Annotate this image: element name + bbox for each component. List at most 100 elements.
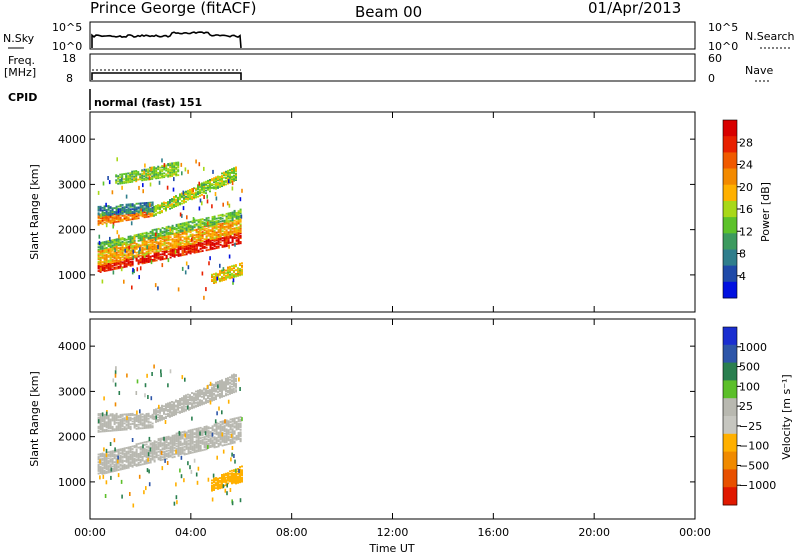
- data-cell-scatter: [190, 469, 193, 474]
- data-cell-band-5: [123, 211, 126, 214]
- data-cell-band-2: [189, 401, 191, 404]
- data-cell-band-4: [201, 193, 203, 196]
- data-cell-band-4: [173, 198, 175, 201]
- data-cell-band-1: [135, 415, 138, 417]
- data-cell-band-4: [235, 174, 237, 176]
- data-cell-band-0: [177, 247, 180, 250]
- data-cell-band-0: [233, 418, 236, 421]
- data-cell-band-0: [209, 243, 212, 246]
- data-cell-band-6: [169, 164, 172, 166]
- data-cell-band-5: [105, 209, 108, 211]
- data-cell-band-0: [219, 438, 222, 441]
- data-cell-band-5: [111, 212, 114, 215]
- data-cell-band-0: [139, 463, 142, 466]
- data-cell-band-0: [161, 453, 164, 456]
- data-cell-band-1: [223, 231, 226, 233]
- data-cell-band-6: [163, 176, 166, 179]
- data-cell-band-2: [219, 392, 221, 395]
- data-cell-band-2: [207, 223, 210, 226]
- data-cell-band-0: [179, 450, 182, 453]
- data-cell-band-0: [145, 261, 148, 264]
- data-cell-band-0: [199, 445, 202, 448]
- data-cell-band-5: [111, 211, 114, 213]
- data-cell-band-1: [199, 232, 202, 235]
- data-cell-band-0: [145, 441, 148, 443]
- data-cell-band-2: [221, 380, 223, 383]
- data-cell-band-1: [149, 243, 152, 246]
- data-cell-band-0: [165, 438, 168, 441]
- data-cell-band-4: [153, 211, 155, 213]
- data-cell-band-0: [101, 266, 104, 269]
- data-cell-band-1: [103, 417, 106, 420]
- data-cell-band-0: [157, 444, 160, 447]
- data-cell-band-2: [127, 237, 130, 239]
- beam-label: Beam 00: [355, 3, 422, 21]
- data-cell-band-7: [239, 271, 241, 274]
- data-cell-band-4: [187, 193, 189, 196]
- data-cell-band-3: [141, 215, 144, 218]
- data-cell-scatter: [169, 369, 172, 374]
- data-cell-band-2: [159, 235, 162, 237]
- data-cell-band-2: [219, 216, 222, 219]
- data-cell-band-0: [151, 448, 154, 451]
- data-cell-band-1: [235, 221, 238, 224]
- data-cell-scatter: [204, 431, 207, 436]
- data-cell-band-2: [239, 211, 242, 213]
- data-cell-scatter: [182, 250, 185, 255]
- data-cell-band-1: [109, 255, 112, 258]
- data-cell-band-0: [191, 248, 194, 251]
- data-cell-band-1: [227, 226, 230, 229]
- data-cell-band-1: [149, 244, 152, 247]
- data-cell-band-3: [219, 483, 221, 486]
- data-cell-band-2: [159, 233, 162, 236]
- data-cell-band-2: [161, 416, 163, 419]
- data-cell-band-1: [185, 243, 188, 246]
- data-cell-band-4: [177, 196, 179, 199]
- data-cell-band-3: [215, 478, 217, 481]
- data-cell-band-2: [203, 388, 205, 391]
- data-cell-band-3: [131, 218, 134, 221]
- data-cell-band-1: [145, 240, 148, 243]
- data-cell-band-0: [207, 440, 210, 443]
- data-cell-band-0: [171, 253, 174, 256]
- data-cell-band-5: [115, 207, 118, 209]
- data-cell-band-6: [145, 168, 148, 171]
- data-cell-band-4: [191, 189, 193, 192]
- data-cell-band-0: [101, 268, 104, 270]
- data-cell-band-0: [139, 260, 142, 263]
- data-cell-band-1: [173, 234, 176, 236]
- data-cell-band-0: [163, 443, 166, 445]
- data-cell-band-1: [191, 242, 194, 245]
- data-cell-band-2: [161, 234, 164, 237]
- data-cell-band-1: [119, 254, 122, 257]
- data-cell-band-0: [225, 420, 228, 423]
- data-cell-band-0: [233, 417, 236, 420]
- data-cell-scatter: [120, 267, 123, 272]
- data-cell-band-4: [209, 181, 211, 184]
- data-cell-band-1: [237, 231, 240, 234]
- data-cell-band-2: [167, 413, 169, 416]
- data-cell-band-6: [165, 164, 168, 167]
- data-cell-band-0: [205, 444, 208, 447]
- data-cell-band-1: [137, 246, 140, 249]
- data-cell-scatter: [191, 237, 193, 242]
- data-cell-band-0: [151, 259, 154, 261]
- data-cell-band-2: [155, 409, 157, 412]
- data-cell-band-0: [135, 259, 138, 262]
- data-cell-band-4: [161, 211, 163, 214]
- data-cell-band-1: [167, 248, 170, 250]
- data-cell-band-5: [111, 207, 114, 210]
- data-cell-band-0: [157, 251, 160, 254]
- data-cell-band-2: [153, 411, 155, 414]
- data-cell-band-1: [131, 254, 134, 256]
- data-cell-band-0: [219, 431, 222, 433]
- data-cell-band-3: [113, 217, 116, 220]
- data-cell-band-0: [191, 431, 194, 434]
- data-cell-band-0: [209, 427, 212, 429]
- data-cell-band-0: [111, 457, 114, 460]
- data-cell-band-0: [183, 432, 186, 434]
- data-cell-band-2: [159, 417, 161, 419]
- data-cell-band-4: [233, 172, 235, 175]
- data-cell-band-1: [107, 259, 110, 262]
- data-cell-band-5: [115, 208, 118, 211]
